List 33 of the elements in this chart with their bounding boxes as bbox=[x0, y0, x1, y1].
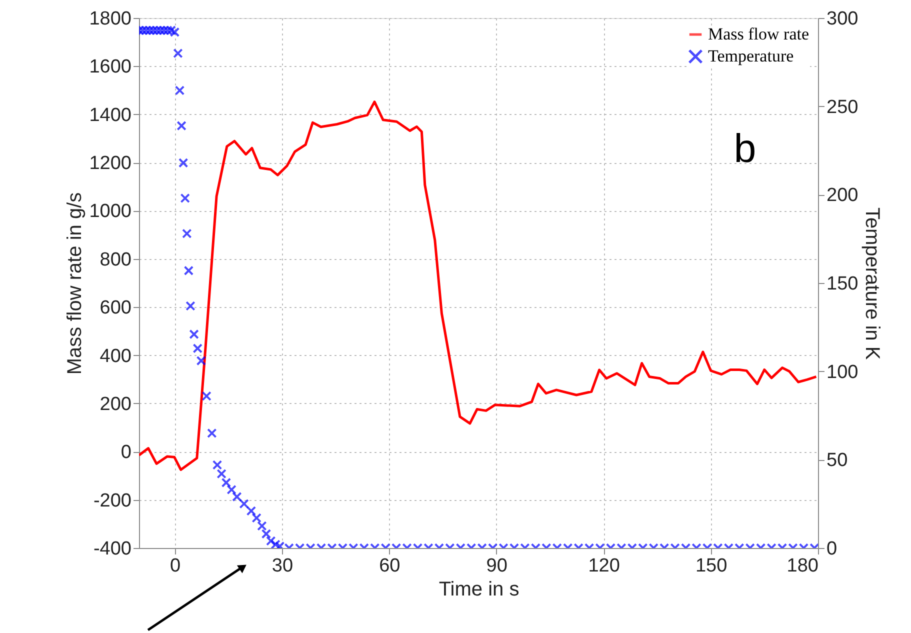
y-tick-label: 1000 bbox=[89, 201, 132, 222]
y2-tick-label: 50 bbox=[826, 450, 848, 472]
y-tick-label: 400 bbox=[100, 346, 132, 367]
x-tick-label: 30 bbox=[272, 556, 294, 576]
y-tick-label: 1400 bbox=[89, 104, 132, 126]
y2-axis-title: Temperature in K bbox=[861, 207, 884, 360]
line-series bbox=[139, 100, 818, 471]
y2-tick-label: 250 bbox=[826, 96, 858, 118]
y-tick-label: 600 bbox=[100, 298, 132, 319]
x-tick-label: 90 bbox=[486, 556, 508, 576]
y-tick-label: 1600 bbox=[89, 56, 132, 78]
x-tick-label: 0 bbox=[170, 556, 181, 576]
x-tick-label: 60 bbox=[379, 556, 400, 576]
y-tick-label: 1800 bbox=[89, 8, 132, 30]
x-tick-label: 150 bbox=[695, 556, 728, 576]
y-tick-label: 1200 bbox=[89, 153, 132, 174]
y2-tick-label: 0 bbox=[826, 538, 838, 560]
y-tick-label: 0 bbox=[120, 442, 132, 464]
x-tick-label: 120 bbox=[588, 556, 620, 576]
y2-tick-label: 150 bbox=[826, 274, 858, 294]
y-tick-label: -400 bbox=[93, 538, 132, 560]
y2-tick-label: 200 bbox=[826, 185, 858, 206]
y-axis-title: Mass flow rate in g/s bbox=[64, 192, 86, 375]
y-tick-label: 800 bbox=[100, 249, 132, 270]
y-tick-label: 200 bbox=[100, 394, 132, 415]
annotation: b bbox=[734, 127, 756, 171]
x-tick-label: 180 bbox=[786, 556, 818, 576]
y2-tick-label: 300 bbox=[826, 8, 858, 30]
legend-label: Mass flow rate bbox=[708, 24, 810, 44]
y-tick-label: -200 bbox=[93, 490, 132, 512]
x-axis-title: Time in s bbox=[438, 578, 520, 600]
y2-tick-label: 100 bbox=[826, 362, 858, 383]
legend-label: Temperature bbox=[708, 46, 794, 66]
